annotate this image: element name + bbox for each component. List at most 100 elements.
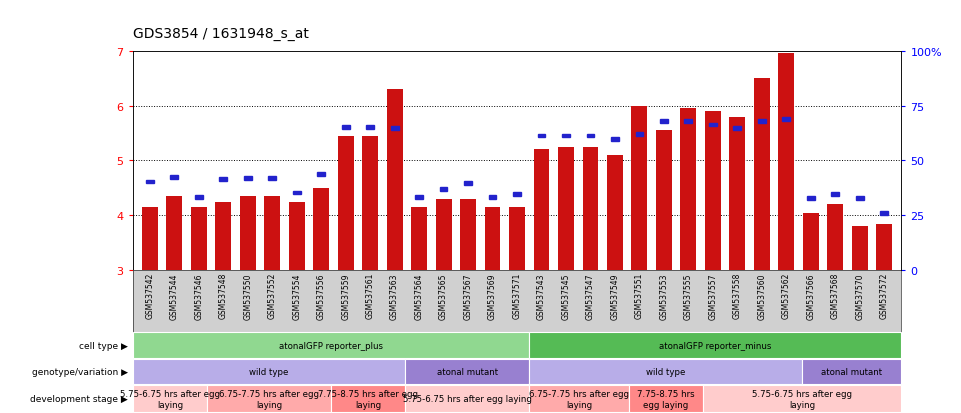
Bar — [876, 224, 892, 271]
Text: wild type: wild type — [646, 367, 685, 376]
Bar — [530, 359, 802, 385]
Text: GSM537549: GSM537549 — [610, 273, 620, 319]
Bar — [484, 208, 501, 271]
Text: GSM537561: GSM537561 — [365, 273, 375, 319]
Bar — [680, 109, 697, 271]
Text: GSM537546: GSM537546 — [194, 273, 203, 319]
Bar — [827, 205, 843, 271]
Bar — [331, 385, 406, 412]
Bar — [705, 112, 721, 271]
Bar — [660, 120, 668, 124]
Text: GSM537562: GSM537562 — [782, 273, 791, 319]
Bar — [366, 126, 374, 129]
Bar — [362, 136, 378, 271]
Text: 6.75-7.75 hrs after egg
laying: 6.75-7.75 hrs after egg laying — [219, 389, 319, 409]
Bar — [851, 227, 868, 271]
Text: GSM537552: GSM537552 — [268, 273, 277, 319]
Text: atonal mutant: atonal mutant — [822, 367, 882, 376]
Text: 6.75-7.75 hrs after egg
laying: 6.75-7.75 hrs after egg laying — [529, 389, 629, 409]
Bar — [293, 191, 301, 195]
Bar — [807, 197, 815, 200]
Text: GSM537569: GSM537569 — [488, 273, 497, 319]
Text: GSM537548: GSM537548 — [219, 273, 228, 319]
Text: development stage ▶: development stage ▶ — [30, 394, 128, 403]
Text: GSM537566: GSM537566 — [806, 273, 815, 319]
Text: GSM537560: GSM537560 — [757, 273, 766, 319]
Bar — [530, 385, 628, 412]
Text: GSM537542: GSM537542 — [145, 273, 155, 319]
Bar — [239, 197, 256, 271]
Bar — [758, 120, 766, 124]
Text: GSM537556: GSM537556 — [316, 273, 326, 319]
Text: GSM537557: GSM537557 — [708, 273, 718, 319]
Text: atonalGFP reporter_minus: atonalGFP reporter_minus — [659, 341, 772, 350]
Bar — [537, 134, 546, 138]
Bar — [133, 359, 406, 385]
Bar — [391, 127, 399, 131]
Text: 7.75-8.75 hrs
egg laying: 7.75-8.75 hrs egg laying — [637, 389, 695, 409]
Text: GSM537567: GSM537567 — [463, 273, 473, 319]
Bar — [342, 126, 350, 129]
Bar — [856, 197, 864, 200]
Bar — [562, 134, 570, 138]
Bar — [733, 127, 741, 131]
Bar — [586, 134, 595, 138]
Bar — [509, 208, 525, 271]
Bar — [530, 332, 901, 358]
Bar — [488, 195, 497, 199]
Bar — [802, 359, 901, 385]
Bar — [166, 197, 183, 271]
Text: transformed count: transformed count — [152, 335, 236, 344]
Bar — [513, 193, 521, 197]
Bar — [533, 150, 550, 271]
Bar — [288, 202, 305, 271]
Bar — [709, 123, 717, 127]
Bar — [729, 117, 746, 271]
Bar — [464, 182, 472, 186]
Bar — [778, 55, 795, 271]
Text: 5.75-6.75 hrs after egg laying: 5.75-6.75 hrs after egg laying — [403, 394, 531, 403]
Bar — [268, 176, 276, 180]
Bar — [406, 359, 530, 385]
Bar — [244, 176, 252, 180]
Text: 5.75-6.75 hrs after egg
laying: 5.75-6.75 hrs after egg laying — [120, 389, 220, 409]
Text: 5.75-6.75 hrs after egg
laying: 5.75-6.75 hrs after egg laying — [752, 389, 852, 409]
Bar — [628, 385, 703, 412]
Text: GSM537571: GSM537571 — [512, 273, 522, 319]
Text: 7.75-8.75 hrs after egg
laying: 7.75-8.75 hrs after egg laying — [318, 389, 418, 409]
Bar — [133, 332, 530, 358]
Text: GSM537564: GSM537564 — [414, 273, 424, 319]
Text: atonalGFP reporter_plus: atonalGFP reporter_plus — [279, 341, 383, 350]
Bar — [146, 180, 154, 184]
Text: wild type: wild type — [249, 367, 288, 376]
Bar — [656, 131, 672, 271]
Text: GSM537568: GSM537568 — [831, 273, 840, 319]
Text: GSM537543: GSM537543 — [537, 273, 546, 319]
Bar — [191, 208, 207, 271]
Bar — [631, 106, 648, 271]
Bar — [195, 195, 203, 199]
Bar — [880, 212, 888, 216]
Bar — [558, 147, 574, 271]
Bar — [207, 385, 331, 412]
Text: GSM537550: GSM537550 — [243, 273, 252, 319]
Bar — [831, 193, 839, 197]
Text: GSM537553: GSM537553 — [659, 273, 669, 319]
Bar — [684, 120, 692, 124]
Text: GSM537559: GSM537559 — [341, 273, 350, 319]
Bar — [435, 199, 452, 271]
Bar — [415, 195, 423, 199]
Bar — [753, 79, 770, 271]
Text: cell type ▶: cell type ▶ — [79, 341, 128, 350]
Bar — [264, 197, 281, 271]
Text: GDS3854 / 1631948_s_at: GDS3854 / 1631948_s_at — [133, 27, 308, 41]
Text: genotype/variation ▶: genotype/variation ▶ — [32, 367, 128, 376]
Bar — [142, 208, 158, 271]
Bar — [802, 213, 819, 271]
Text: GSM537572: GSM537572 — [879, 273, 889, 319]
Bar — [133, 385, 207, 412]
Text: GSM537555: GSM537555 — [684, 273, 693, 319]
Bar — [439, 188, 448, 191]
Text: GSM537563: GSM537563 — [390, 273, 399, 319]
Text: GSM537558: GSM537558 — [733, 273, 742, 319]
